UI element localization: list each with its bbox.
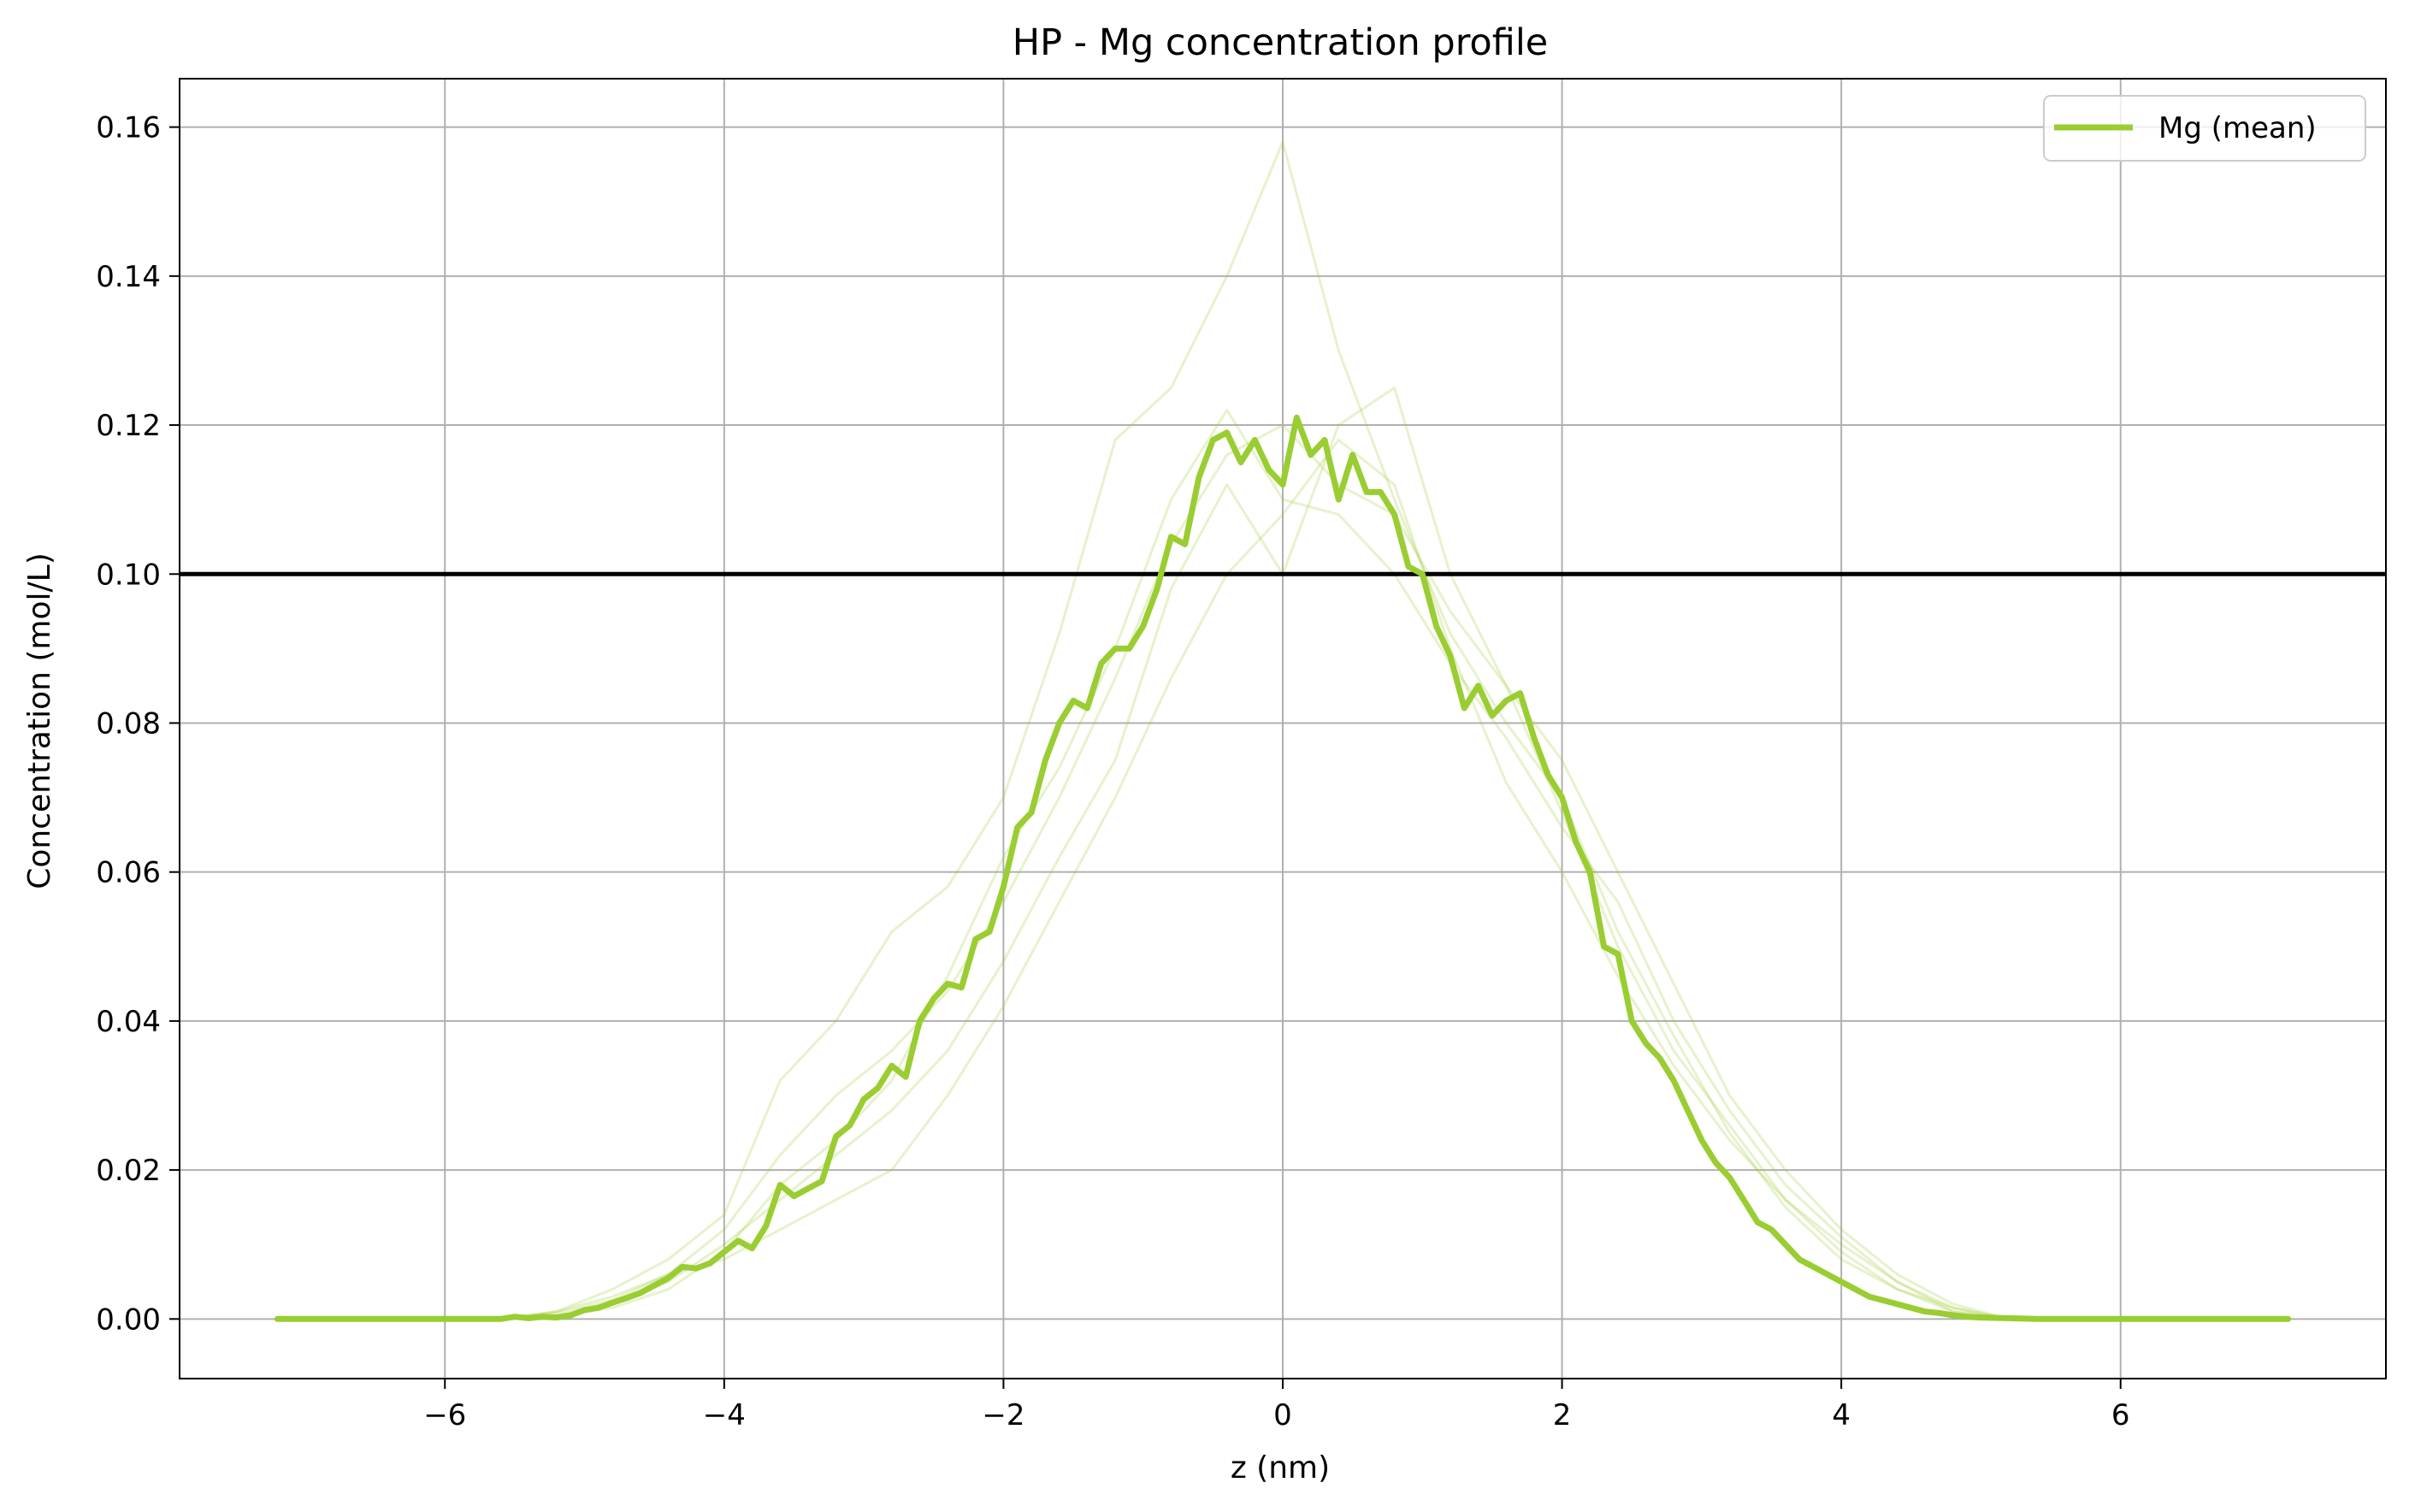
y-tick-label: 0.08 [96, 706, 161, 741]
x-tick-label: −6 [423, 1398, 466, 1432]
y-tick-label: 0.12 [96, 409, 161, 443]
y-tick-label: 0.04 [96, 1005, 161, 1039]
x-tick-label: 6 [2111, 1398, 2130, 1432]
y-tick-label: 0.02 [96, 1154, 161, 1188]
y-axis-label: Concentration (mol/L) [22, 552, 57, 889]
replica-line [500, 387, 2010, 1320]
replica-line [500, 409, 2010, 1320]
chart-title: HP - Mg concentration profile [1013, 21, 1548, 64]
replica-line [500, 140, 2010, 1320]
y-ticks: 0.00 0.02 0.04 0.06 0.08 0.10 0.12 0.14 0.16 [96, 111, 180, 1337]
legend-box [2043, 95, 2366, 162]
mean-line-layer [274, 414, 2292, 1322]
legend-label-mean: Mg (mean) [2158, 111, 2317, 145]
y-tick-label: 0.00 [96, 1302, 161, 1337]
mean-line [274, 414, 2292, 1322]
x-tick-label: −4 [703, 1398, 746, 1432]
x-tick-label: −2 [982, 1398, 1024, 1432]
x-ticks: −6 −4 −2 0 2 4 6 [423, 1379, 2130, 1432]
y-tick-label: 0.14 [96, 260, 161, 294]
y-tick-label: 0.10 [96, 558, 161, 592]
x-tick-label: 4 [1832, 1398, 1851, 1432]
y-tick-label: 0.16 [96, 111, 161, 145]
x-tick-label: 0 [1273, 1398, 1292, 1432]
x-tick-label: 2 [1553, 1398, 1572, 1432]
legend: Mg (mean) [2043, 95, 2366, 162]
x-axis-label: z (nm) [1231, 1450, 1330, 1485]
y-tick-label: 0.06 [96, 856, 161, 890]
